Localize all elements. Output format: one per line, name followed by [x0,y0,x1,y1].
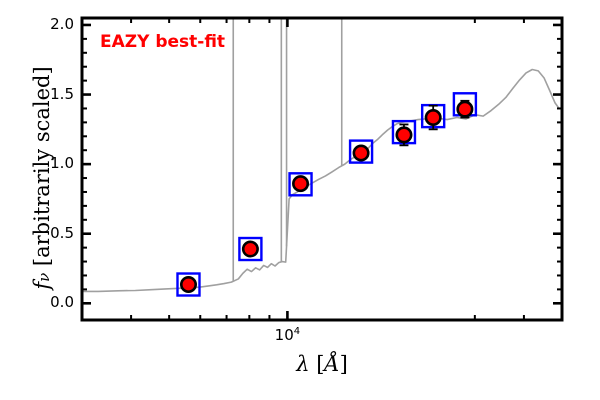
y-tick-label: 1.0 [50,154,74,173]
y-tick-label: 2.0 [50,14,74,33]
spectrum-line-layer [81,68,560,293]
y-tick-label: 0.0 [50,293,74,312]
y-axis-label-wrapper: fν [arbitrarily scaled] [30,28,54,328]
y-tick-label: 1.5 [50,84,74,103]
y-tick-label: 0.5 [50,223,74,242]
x-axis-label-wrapper: λ [Å] [82,352,562,376]
x-axis-label: λ [Å] [296,352,348,376]
observed-photometry-layer [179,100,474,294]
axes-frame-layer [80,16,564,322]
eazy-bestfit-annotation: EAZY best-fit [100,32,226,52]
x-tick-label: 104 [274,326,301,344]
emission-lines-layer [232,18,343,282]
errorbar-layer [356,99,470,159]
